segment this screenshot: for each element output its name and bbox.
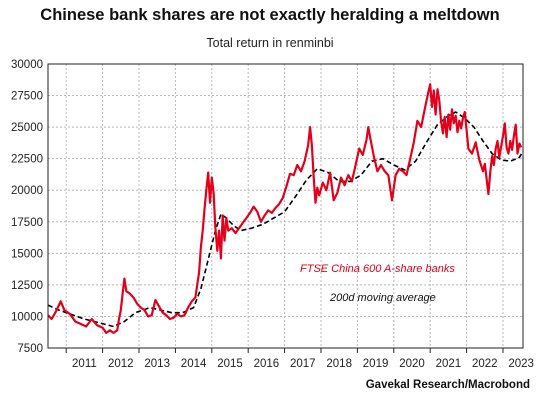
series-line-ma <box>47 111 524 328</box>
y-tick-label: 22500 <box>11 154 43 166</box>
y-tick-label: 27500 <box>11 91 43 103</box>
y-axis-ticks: 7500 10000 12500 15000 17500 20000 22500 25000 2… <box>11 59 43 355</box>
y-tick-label: 10000 <box>11 311 43 323</box>
x-tick-label: 2017 <box>290 358 316 370</box>
x-tick-label: 2011 <box>72 358 97 370</box>
x-tick-label: 2018 <box>326 358 352 370</box>
x-tick-label: 2022 <box>472 358 498 370</box>
x-tick-label: 2014 <box>181 358 207 370</box>
x-axis-ticks: 2011 2012 2013 2014 2015 2016 2017 2018 2019 2020… <box>65 348 534 370</box>
y-tick-label: 25000 <box>11 122 43 134</box>
chart-title: Chinese bank shares are not exactly hera… <box>40 6 500 24</box>
x-tick-label: 2015 <box>217 358 243 370</box>
x-tick-label: 2023 <box>508 358 534 370</box>
series-label-ma: 200d moving average <box>329 292 436 304</box>
y-tick-label: 30000 <box>11 59 43 71</box>
x-tick-label: 2021 <box>436 358 462 370</box>
x-tick-label: 2019 <box>363 358 389 370</box>
x-tick-label: 2013 <box>144 358 170 370</box>
series-label-bank: FTSE China 600 A-share banks <box>300 263 455 275</box>
source-credit: Gavekal Research/Macrobond <box>365 379 530 391</box>
y-tick-label: 7500 <box>17 343 43 355</box>
series-line-bank <box>47 83 523 334</box>
y-tick-label: 12500 <box>11 280 43 292</box>
series-lines <box>47 83 524 334</box>
y-tick-label: 20000 <box>11 185 43 197</box>
plot-frame <box>47 63 524 349</box>
gridlines <box>48 63 523 349</box>
x-tick-label: 2020 <box>399 358 425 370</box>
y-tick-label: 15000 <box>11 248 43 260</box>
y-tick-label: 17500 <box>11 217 43 229</box>
x-tick-label: 2016 <box>254 358 280 370</box>
chart-subtitle: Total return in renminbi <box>206 36 334 50</box>
x-tick-label: 2012 <box>108 358 134 370</box>
